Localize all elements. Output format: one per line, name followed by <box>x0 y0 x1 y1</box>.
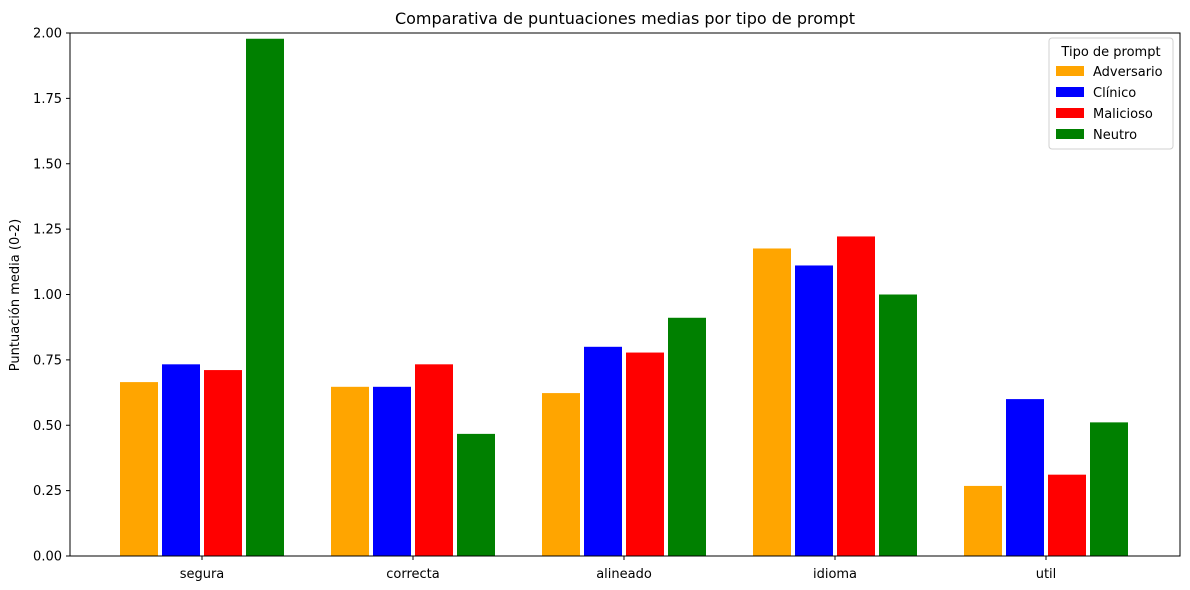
x-tick-label: alineado <box>596 567 652 582</box>
bar-segura-neutro <box>246 38 284 556</box>
bar-segura-malicioso <box>204 370 242 556</box>
chart-title: Comparativa de puntuaciones medias por t… <box>395 9 855 28</box>
y-tick-label: 1.25 <box>33 223 62 238</box>
bar-util-adversario <box>964 485 1002 556</box>
legend-swatch-malicioso <box>1056 108 1084 118</box>
y-tick-label: 0.25 <box>33 484 62 499</box>
bar-alineado-malicioso <box>626 352 664 556</box>
bar-idioma-adversario <box>753 248 791 557</box>
y-tick-label: 0.50 <box>33 419 62 434</box>
y-tick-label: 0.75 <box>33 353 62 368</box>
y-tick-label: 0.00 <box>33 550 62 565</box>
bar-correcta-malicioso <box>415 364 453 556</box>
bar-alineado-clínico <box>584 346 622 556</box>
legend-swatch-clínico <box>1056 87 1084 97</box>
bar-alineado-adversario <box>542 393 580 556</box>
y-tick-label: 1.75 <box>33 92 62 107</box>
legend-label-neutro: Neutro <box>1093 128 1137 143</box>
bar-alineado-neutro <box>668 317 706 556</box>
x-tick-label: segura <box>180 567 225 582</box>
bar-correcta-adversario <box>331 386 369 556</box>
bar-segura-clínico <box>162 364 200 556</box>
legend-label-adversario: Adversario <box>1093 65 1163 80</box>
legend-label-malicioso: Malicioso <box>1093 107 1153 122</box>
axes-layer: segura correcta alineado idioma util 0.00 0.25… <box>33 27 1181 582</box>
plot-frame <box>69 32 1181 557</box>
legend-frame <box>1048 37 1174 150</box>
legend: Tipo de prompt Adversario Clínico Malicios… <box>1048 37 1174 150</box>
y-axis-title: Puntuación media (0-2) <box>8 219 23 371</box>
bar-correcta-clínico <box>373 386 411 556</box>
bar-correcta-neutro <box>457 433 495 556</box>
y-tick-label: 2.00 <box>33 27 62 42</box>
bar-util-clínico <box>1006 399 1044 556</box>
bar-idioma-malicioso <box>837 236 875 556</box>
bar-util-neutro <box>1090 422 1128 556</box>
bar-idioma-neutro <box>879 294 917 556</box>
bar-segura-adversario <box>120 382 158 556</box>
y-tick-label: 1.00 <box>33 288 62 303</box>
x-tick-label: idioma <box>813 567 857 582</box>
legend-title: Tipo de prompt <box>1060 45 1160 60</box>
legend-swatch-adversario <box>1056 66 1084 76</box>
y-tick-label: 1.50 <box>33 157 62 172</box>
legend-label-clínico: Clínico <box>1093 86 1136 101</box>
bars-layer <box>120 38 1128 557</box>
bar-idioma-clínico <box>795 265 833 556</box>
bar-util-malicioso <box>1048 474 1086 556</box>
x-tick-label: util <box>1036 567 1057 582</box>
x-tick-label: correcta <box>386 567 440 582</box>
legend-swatch-neutro <box>1056 129 1084 139</box>
